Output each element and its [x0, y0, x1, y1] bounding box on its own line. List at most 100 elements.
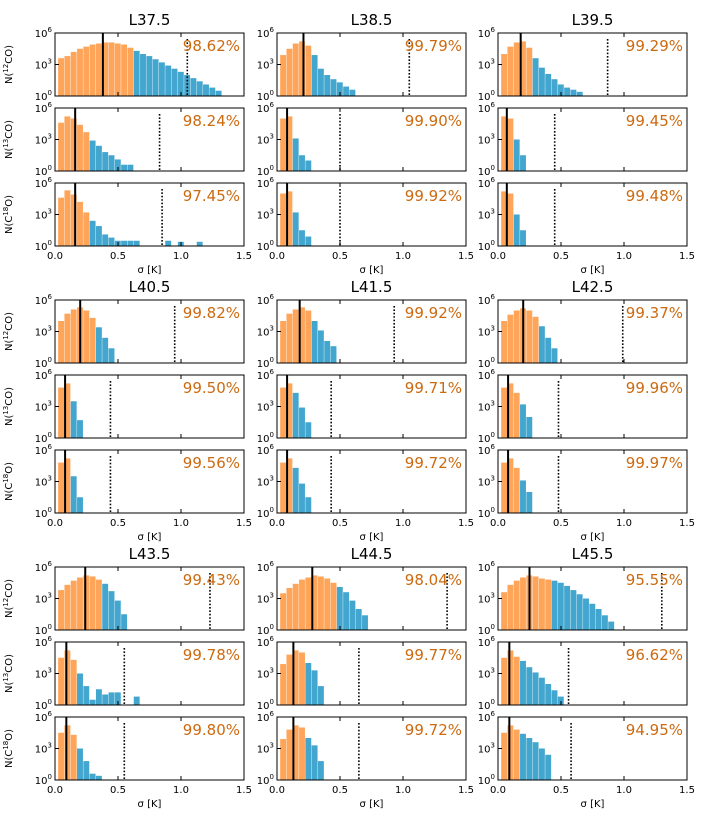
x-axis-label: σ [K] [138, 265, 162, 276]
y-tick-label: 100 [478, 89, 495, 103]
y-tick-label: 106 [35, 176, 53, 190]
histogram-bar [64, 56, 71, 96]
y-tick-label: 100 [35, 239, 52, 253]
x-tick-label: 0.0 [490, 518, 506, 529]
histogram-bar [77, 48, 83, 96]
x-tick-label: 1.0 [173, 785, 189, 796]
x-tick-label: 1.5 [679, 785, 695, 796]
histogram-bar [95, 689, 102, 705]
subplot-C18O: 100 103 106 N(C18O) 97.45% 0.0 0.5 1.0 1.5 σ [K] [2, 176, 252, 276]
y-tick-label: 103 [35, 133, 52, 147]
histogram-bar [299, 155, 305, 171]
histogram-bar [280, 739, 287, 780]
histogram-bar [513, 467, 520, 513]
panel-L40.5: L40.5 100 103 106 N(12CO) 99.82% 100 103 106 N(13… [2, 278, 252, 543]
percent-label: 99.72% [405, 454, 462, 472]
histogram-bar [538, 677, 545, 705]
histogram-bar [77, 124, 83, 171]
histogram-bar [349, 600, 356, 630]
x-tick-label: 1.0 [395, 518, 411, 529]
subplot-C18O: 100 103 106 N(C18O) 99.56% 0.0 0.5 1.0 1.5 σ [K] [2, 443, 252, 543]
histogram-bar [286, 313, 293, 363]
histogram-bar [102, 694, 109, 705]
y-tick-label: 106 [478, 26, 496, 40]
histogram-bar [343, 592, 350, 630]
histogram-bar [286, 654, 293, 705]
histogram-bar [551, 348, 558, 363]
y-tick-label: 100 [257, 356, 274, 370]
histogram-bar [311, 745, 318, 780]
histogram-bar [299, 579, 305, 630]
histogram-bar [299, 307, 305, 363]
x-tick-label: 0.5 [110, 785, 126, 796]
x-tick-label: 0.0 [269, 251, 285, 262]
x-tick-label: 0.0 [269, 518, 285, 529]
histogram-bar [83, 761, 90, 780]
subplot-13CO: 100 103 106 99.45% [478, 101, 688, 178]
histogram-bar [64, 190, 71, 246]
histogram-bar [83, 46, 90, 96]
histogram-bar [58, 122, 65, 171]
x-axis-label: σ [K] [360, 265, 384, 276]
x-tick-label: 0.5 [110, 251, 126, 262]
histogram-bar [513, 729, 520, 780]
percent-label: 99.45% [626, 112, 683, 130]
histogram-bar [89, 773, 96, 780]
histogram-bar [601, 615, 608, 630]
histogram-bar [595, 609, 602, 630]
histogram-bar [108, 591, 115, 630]
histogram-bar [58, 321, 65, 363]
histogram-bar [507, 458, 514, 513]
histogram-bar [64, 650, 71, 705]
subplot-13CO: 100 103 106 N(13CO) 99.50% [2, 368, 245, 445]
histogram-bar [203, 84, 209, 96]
histogram-bar [520, 155, 526, 171]
y-tick-label: 100 [478, 239, 495, 253]
y-tick-label: 103 [478, 208, 495, 222]
histogram-bar [317, 686, 324, 705]
x-tick-label: 1.0 [616, 518, 632, 529]
panel-L41.5: L41.510010310699.92%10010310699.71%10010… [257, 278, 474, 543]
panel-title: L41.5 [351, 278, 393, 296]
histogram-bar [70, 51, 77, 96]
histogram-bar [305, 663, 312, 705]
subplot-13CO: 100 103 106 99.71% [257, 368, 467, 445]
histogram-bar [292, 138, 299, 171]
histogram-bar [95, 327, 102, 363]
percent-label: 97.45% [183, 187, 240, 205]
histogram-bar [545, 337, 552, 363]
histogram-bar [70, 194, 77, 246]
y-tick-label: 100 [35, 356, 52, 370]
subplot-12CO: 100 103 106 99.37% [478, 293, 688, 370]
y-tick-label: 100 [478, 431, 495, 445]
y-tick-label: 106 [35, 443, 53, 457]
histogram-bar [77, 577, 83, 630]
histogram-bar [146, 56, 153, 96]
histogram-bar [520, 230, 526, 246]
x-axis-label: σ [K] [581, 532, 605, 543]
y-axis-label: N(12CO) [2, 45, 15, 84]
histogram-bar [64, 383, 71, 438]
histogram-bar [299, 407, 305, 438]
histogram-bar [292, 650, 299, 705]
y-tick-label: 106 [35, 293, 53, 307]
y-tick-label: 103 [478, 58, 495, 72]
panel-title: L37.5 [129, 11, 171, 29]
histogram-bar [286, 48, 293, 96]
histogram-bar [526, 492, 533, 513]
histogram-bar [140, 54, 146, 96]
y-tick-label: 103 [257, 208, 274, 222]
percent-label: 99.72% [405, 721, 462, 739]
y-tick-label: 106 [257, 710, 275, 724]
histogram-bar [501, 116, 508, 171]
x-tick-label: 0.5 [553, 251, 569, 262]
y-tick-label: 100 [257, 698, 274, 712]
subplot-13CO: 100 103 106 N(13CO) 99.78% [2, 635, 245, 712]
histogram-bar [158, 62, 165, 96]
percent-label: 99.79% [405, 37, 462, 55]
histogram-bar [324, 578, 331, 630]
histogram-bar [538, 326, 545, 363]
histogram-bar [70, 659, 77, 705]
histogram-bar [108, 155, 115, 171]
histogram-bar [330, 582, 337, 630]
